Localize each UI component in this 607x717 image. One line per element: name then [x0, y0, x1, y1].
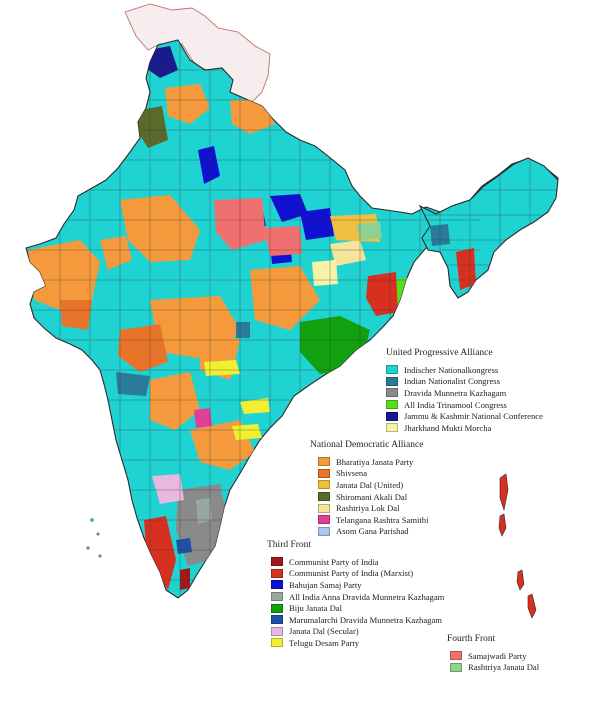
legend-label: Communist Party of India (Marxist)	[289, 568, 414, 579]
legend-item: Indian Nationalist Congress	[386, 376, 543, 388]
legend-swatch	[271, 615, 283, 625]
legend-swatch	[386, 411, 398, 421]
legend-label: Jammu & Kashmir National Conference	[404, 411, 543, 422]
legend-group-title: Third Front	[267, 540, 312, 550]
legend-item: Telugu Desam Party	[271, 637, 444, 649]
legend-swatch	[271, 568, 283, 578]
legend-item: Shiromani Akali Dal	[318, 491, 428, 503]
legend-item: All India Trinamool Congress	[386, 399, 543, 411]
legend-item: Jharkhand Mukti Morcha	[386, 422, 543, 434]
legend-swatch	[386, 365, 398, 375]
legend-label: Indian Nationalist Congress	[404, 376, 500, 387]
legend-label: Marumalarchi Dravida Munnetra Kazhagam	[289, 614, 442, 625]
andaman-islands	[498, 473, 537, 619]
legend-united-progressive-alliance: United Progressive Alliance Indischer Na…	[372, 348, 543, 434]
legend-swatch	[318, 457, 330, 467]
legend-item: Dravida Munnetra Kazhagam	[386, 387, 543, 399]
legend-item: Jammu & Kashmir National Conference	[386, 410, 543, 422]
legend-swatch	[271, 580, 283, 590]
legend-label: Janata Dal (Secular)	[289, 626, 359, 637]
legend-swatch	[318, 526, 330, 536]
legend-swatch	[318, 503, 330, 513]
legend-label: Bharatiya Janata Party	[336, 456, 414, 467]
legend-item: Indischer Nationalkongress	[386, 364, 543, 376]
legend-label: Jharkhand Mukti Morcha	[404, 422, 492, 433]
legend-group-title: Fourth Front	[447, 634, 496, 644]
legend-group-title: United Progressive Alliance	[386, 348, 493, 358]
legend-item: Samajwadi Party	[450, 650, 539, 662]
legend-label: All India Trinamool Congress	[404, 399, 507, 410]
legend-swatch	[386, 376, 398, 386]
legend-item: Asom Gana Parishad	[318, 526, 428, 538]
legend-item: Bahujan Samaj Party	[271, 579, 444, 591]
legend-item: Marumalarchi Dravida Munnetra Kazhagam	[271, 614, 444, 626]
legend-label: Shiromani Akali Dal	[336, 491, 408, 502]
legend-label: All India Anna Dravida Munnetra Kazhagam	[289, 591, 445, 602]
legend-swatch	[271, 557, 283, 567]
legend-swatch	[318, 480, 330, 490]
legend-label: Samajwadi Party	[468, 650, 527, 661]
legend-swatch	[450, 651, 462, 661]
legend-label: Telugu Desam Party	[289, 637, 360, 648]
legend-swatch	[386, 400, 398, 410]
legend-item: Communist Party of India	[271, 556, 444, 568]
legend-swatch	[386, 388, 398, 398]
legend-swatch	[271, 592, 283, 602]
lakshadweep-islands	[86, 518, 102, 558]
legend-label: Rashtriya Lok Dal	[336, 503, 400, 514]
legend-item: Shivsena	[318, 468, 428, 480]
legend-label: Biju Janata Dal	[289, 603, 342, 614]
legend-label: Asom Gana Parishad	[336, 526, 409, 537]
legend-third-front: Third Front Communist Party of India Com…	[267, 540, 444, 649]
legend-swatch	[318, 468, 330, 478]
legend-item: All India Anna Dravida Munnetra Kazhagam	[271, 591, 444, 603]
legend-label: Rashtriya Janata Dal	[468, 662, 540, 673]
legend-swatch	[271, 603, 283, 613]
legend-item: Janata Dal (United)	[318, 479, 428, 491]
legend-item: Bharatiya Janata Party	[318, 456, 428, 468]
legend-fourth-front: Fourth Front Samajwadi Party Rashtriya J…	[447, 634, 539, 673]
legend-swatch	[271, 626, 283, 636]
legend-label: Janata Dal (United)	[336, 479, 404, 490]
legend-item: Communist Party of India (Marxist)	[271, 568, 444, 580]
legend-item: Rashtriya Janata Dal	[450, 662, 539, 674]
legend-label: Shivsena	[336, 468, 368, 479]
legend-item: Biju Janata Dal	[271, 602, 444, 614]
legend-label: Bahujan Samaj Party	[289, 579, 362, 590]
legend-label: Communist Party of India	[289, 556, 379, 567]
legend-group-title: National Democratic Alliance	[310, 440, 424, 450]
legend-item: Janata Dal (Secular)	[271, 626, 444, 638]
legend-swatch	[386, 423, 398, 433]
legend-item: Telangana Rashtra Samithi	[318, 514, 428, 526]
legend-label: Indischer Nationalkongress	[404, 364, 499, 375]
legend-swatch	[318, 492, 330, 502]
legend-swatch	[271, 638, 283, 648]
legend-swatch	[318, 515, 330, 525]
legend-label: Dravida Munnetra Kazhagam	[404, 387, 507, 398]
legend-swatch	[450, 662, 462, 672]
legend-label: Telangana Rashtra Samithi	[336, 514, 429, 525]
legend-item: Rashtriya Lok Dal	[318, 502, 428, 514]
legend-national-democratic-alliance: National Democratic Alliance Bharatiya J…	[310, 440, 428, 537]
